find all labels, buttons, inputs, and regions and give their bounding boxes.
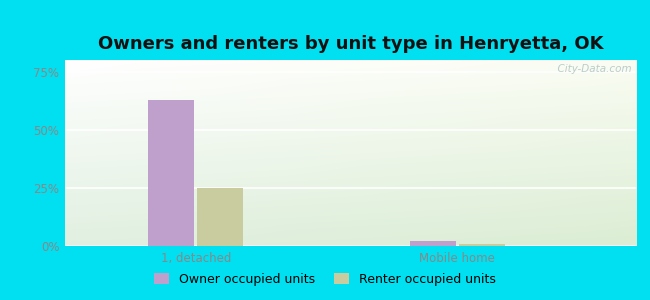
Bar <box>148 100 194 246</box>
Text: City-Data.com: City-Data.com <box>551 64 631 74</box>
Bar <box>410 241 456 246</box>
Bar <box>198 188 243 246</box>
Legend: Owner occupied units, Renter occupied units: Owner occupied units, Renter occupied un… <box>149 268 501 291</box>
Bar <box>459 244 504 246</box>
Title: Owners and renters by unit type in Henryetta, OK: Owners and renters by unit type in Henry… <box>98 35 604 53</box>
